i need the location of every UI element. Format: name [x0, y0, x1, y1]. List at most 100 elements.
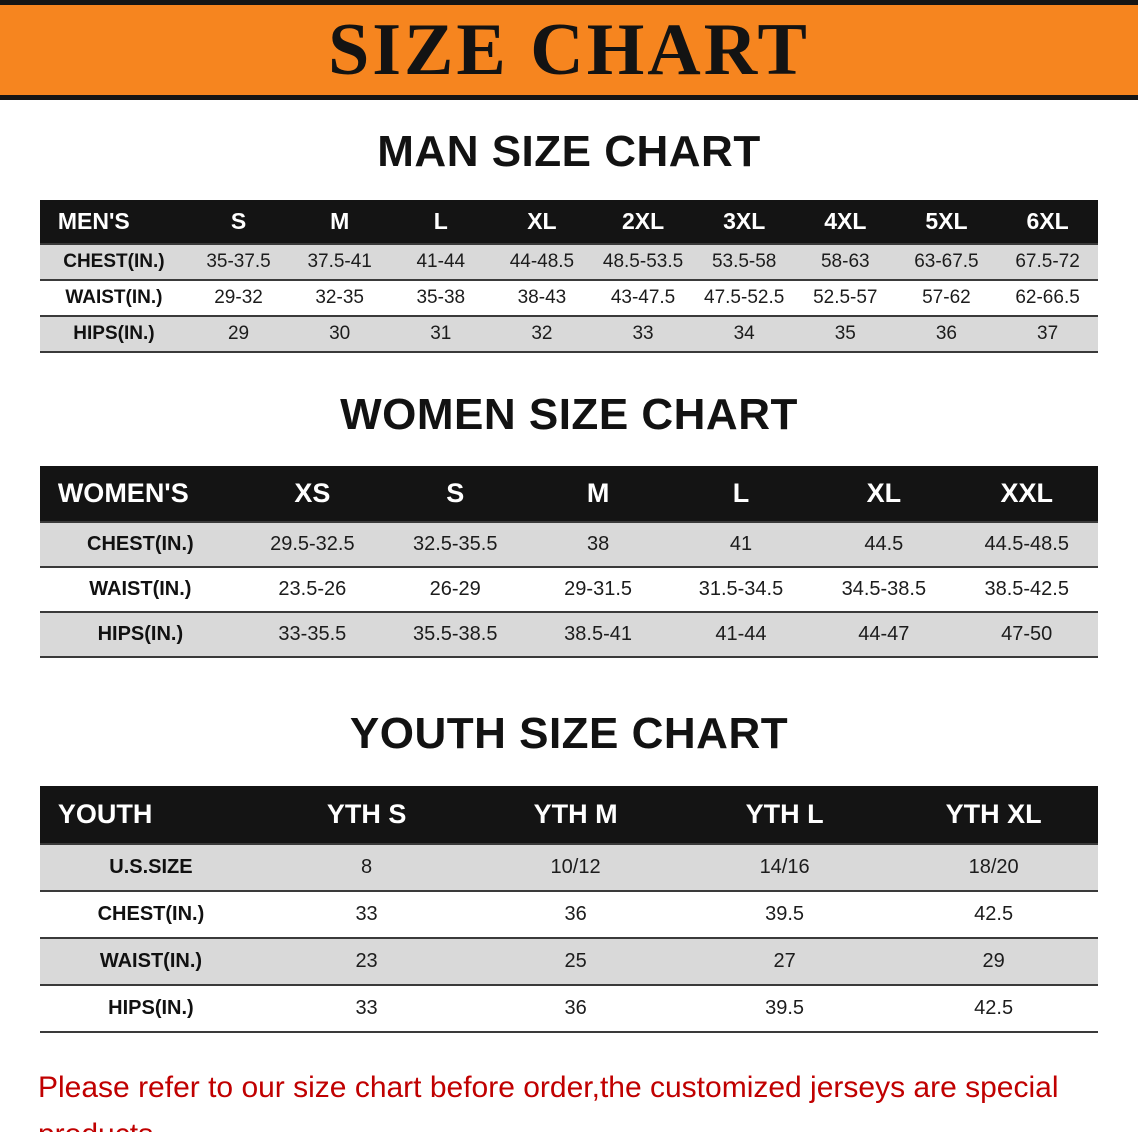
youth-size-chart-section: YOUTH SIZE CHART YOUTH YTH S YTH M YTH L YTH…	[0, 708, 1138, 1034]
size-value-cell: 44.5-48.5	[984, 532, 1069, 555]
size-value-cell: 23.5-26	[278, 577, 347, 600]
table-title-cell: YOUTH	[39, 786, 263, 845]
size-value-cell: 47.5-52.5	[704, 287, 785, 309]
table-row: WAIST(IN.) 23 25 27 29	[39, 938, 1099, 986]
size-value-cell: 39.5	[765, 903, 805, 926]
size-value-cell: 53.5-58	[711, 251, 777, 273]
table-header-row: WOMEN'S XS S M L XL XXL	[39, 465, 1099, 522]
size-column-header: S	[383, 465, 527, 522]
size-value-cell: 41	[729, 532, 753, 555]
size-value-cell: 36	[935, 323, 957, 345]
size-value-cell: 44.5	[864, 532, 904, 555]
table-row: HIPS(IN.) 33 36 39.5 42.5	[39, 985, 1099, 1033]
size-value-cell: 30	[329, 323, 351, 345]
size-value-cell: 8	[361, 856, 373, 879]
row-label: WAIST(IN.)	[65, 287, 163, 309]
size-value-cell: 35-38	[416, 287, 466, 309]
size-value-cell: 36	[564, 903, 587, 926]
size-value-cell: 34.5-38.5	[841, 577, 927, 600]
size-value-cell: 33	[632, 323, 654, 345]
size-value-cell: 23	[355, 950, 378, 973]
size-value-cell: 18/20	[968, 856, 1019, 879]
women-section-heading: WOMEN SIZE CHART	[340, 390, 798, 440]
table-row: CHEST(IN.) 33 36 39.5 42.5	[39, 891, 1099, 939]
size-value-cell: 48.5-53.5	[602, 251, 684, 273]
size-column-header: L	[669, 465, 813, 522]
size-value-cell: 35.5-38.5	[412, 622, 498, 645]
size-column-header: YTH L	[680, 786, 890, 845]
size-value-cell: 52.5-57	[813, 287, 878, 309]
table-title-cell: MEN'S	[39, 200, 188, 245]
size-value-cell: 62-66.5	[1015, 287, 1080, 309]
size-value-cell: 44-48.5	[509, 251, 575, 273]
row-label: HIPS(IN.)	[108, 997, 194, 1020]
size-value-cell: 29-32	[214, 287, 263, 309]
size-value-cell: 42.5	[974, 903, 1014, 926]
size-column-header: 2XL	[592, 200, 694, 245]
row-label: CHEST(IN.)	[87, 532, 194, 555]
disclaimer-line-1: Please refer to our size chart before or…	[38, 1071, 1059, 1132]
size-value-cell: 38	[586, 532, 610, 555]
table-row: WAIST(IN.) 23.5-26 26-29 29-31.5 31.5-34.5 34…	[39, 566, 1099, 612]
size-value-cell: 26-29	[429, 577, 481, 600]
size-value-cell: 29.5-32.5	[270, 532, 355, 555]
size-column-header: L	[390, 200, 492, 245]
size-column-header: 5XL	[895, 200, 997, 245]
women-size-table: WOMEN'S XS S M L XL XXL CHEST(IN.) 29.5-32.5 32.5…	[39, 465, 1099, 658]
size-value-cell: 57-62	[922, 287, 971, 309]
size-value-cell: 35-37.5	[206, 251, 271, 273]
size-value-cell: 41-44	[416, 251, 466, 273]
size-value-cell: 29	[227, 323, 250, 345]
size-column-header: XL	[491, 200, 593, 245]
table-row: CHEST(IN.) 29.5-32.5 32.5-35.5 38 41 44.5 44.5…	[39, 521, 1099, 567]
size-value-cell: 29	[982, 950, 1005, 973]
size-value-cell: 67.5-72	[1015, 251, 1080, 273]
table-row: HIPS(IN.) 29 30 31 32 33 34 35 36 37	[39, 316, 1099, 353]
row-label: WAIST(IN.)	[89, 577, 192, 600]
size-value-cell: 33	[355, 903, 378, 926]
size-chart-banner: SIZE CHART	[0, 0, 1138, 100]
size-column-header: M	[289, 200, 391, 245]
row-label: HIPS(IN.)	[97, 622, 184, 645]
table-title-cell: WOMEN'S	[39, 465, 241, 522]
size-column-header: XL	[812, 465, 956, 522]
size-value-cell: 27	[773, 950, 796, 973]
size-value-cell: 34	[733, 323, 755, 345]
size-value-cell: 37	[1037, 323, 1059, 345]
table-row: CHEST(IN.) 35-37.5 37.5-41 41-44 44-48.5 48.5…	[39, 244, 1099, 281]
size-column-header: YTH S	[262, 786, 472, 845]
size-column-header: XXL	[955, 465, 1099, 522]
size-value-cell: 58-63	[820, 251, 870, 273]
man-size-chart-section: MAN SIZE CHART MEN'S S M L XL 2XL 3XL 4XL 5XL 6XL…	[0, 127, 1138, 354]
size-value-cell: 31.5-34.5	[698, 577, 784, 600]
youth-section-heading: YOUTH SIZE CHART	[349, 708, 789, 758]
size-value-cell: 38.5-41	[564, 622, 633, 645]
men-size-table: MEN'S S M L XL 2XL 3XL 4XL 5XL 6XL CHEST(IN.) 35-37…	[39, 200, 1099, 354]
size-value-cell: 37.5-41	[307, 251, 372, 273]
man-section-heading: MAN SIZE CHART	[377, 127, 761, 176]
size-value-cell: 38-43	[517, 287, 567, 309]
size-value-cell: 44-47	[858, 622, 910, 645]
size-value-cell: 63-67.5	[914, 251, 979, 273]
table-header-row: YOUTH YTH S YTH M YTH L YTH XL	[39, 786, 1099, 845]
size-value-cell: 47-50	[1001, 622, 1053, 645]
size-column-header: 3XL	[693, 200, 795, 245]
row-label: CHEST(IN.)	[63, 251, 165, 273]
size-value-cell: 32.5-35.5	[412, 532, 498, 555]
size-value-cell: 39.5	[765, 997, 805, 1020]
table-row: U.S.SIZE 8 10/12 14/16 18/20	[39, 844, 1099, 892]
size-value-cell: 33-35.5	[278, 622, 347, 645]
size-value-cell: 41-44	[715, 622, 767, 645]
size-value-cell: 42.5	[974, 997, 1014, 1020]
youth-size-table: YOUTH YTH S YTH M YTH L YTH XL U.S.SIZE 8 10/12…	[39, 786, 1099, 1034]
size-value-cell: 38.5-42.5	[984, 577, 1069, 600]
size-column-header: 4XL	[794, 200, 896, 245]
women-size-chart-section: WOMEN SIZE CHART WOMEN'S XS S M L XL XXL CHEST(…	[0, 390, 1138, 658]
size-value-cell: 29-31.5	[564, 577, 633, 600]
size-column-header: XS	[240, 465, 384, 522]
banner-title: SIZE CHART	[328, 9, 810, 91]
row-label: CHEST(IN.)	[97, 903, 205, 926]
size-value-cell: 32	[531, 323, 553, 345]
size-value-cell: 33	[355, 997, 378, 1020]
size-column-header: YTH M	[471, 786, 681, 845]
